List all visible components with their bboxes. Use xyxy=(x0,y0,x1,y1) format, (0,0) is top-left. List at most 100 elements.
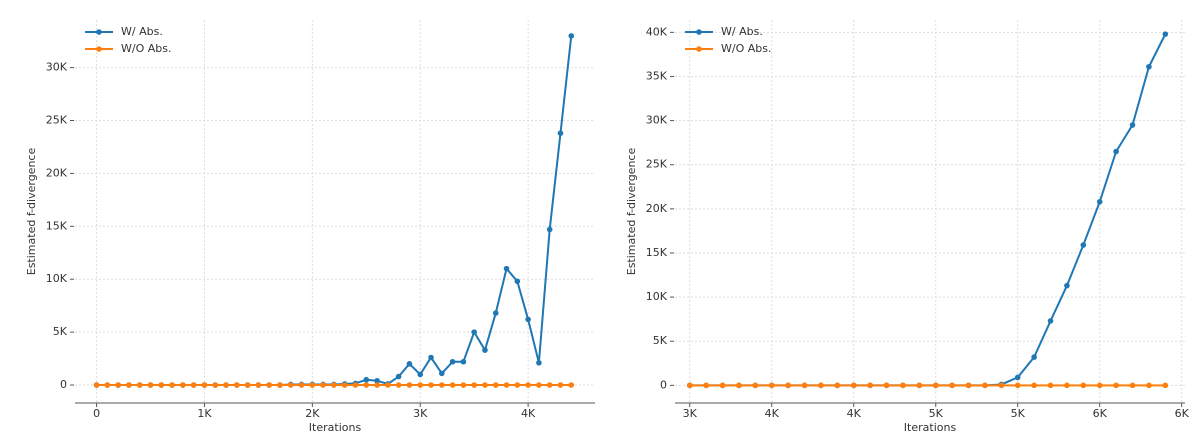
point xyxy=(568,382,575,388)
legend-label: W/ Abs. xyxy=(121,25,163,38)
y-tick-label: 0 xyxy=(60,378,67,391)
point xyxy=(482,382,488,388)
point xyxy=(1113,148,1119,155)
point xyxy=(546,382,553,388)
point xyxy=(1129,382,1136,389)
point xyxy=(331,382,337,388)
point xyxy=(439,370,445,377)
point xyxy=(428,382,434,388)
x-tick-label: 5K xyxy=(929,407,944,420)
point xyxy=(395,382,402,388)
point xyxy=(1146,63,1152,70)
legend-marker xyxy=(696,46,702,52)
point xyxy=(201,382,208,388)
point xyxy=(93,382,100,388)
point xyxy=(158,382,165,388)
point xyxy=(460,358,467,365)
point xyxy=(406,361,413,367)
y-tick-label: 30K xyxy=(46,61,68,74)
point xyxy=(1064,382,1070,389)
x-tick-label: 6K xyxy=(1175,407,1190,420)
y-tick-label: 30K xyxy=(646,114,668,127)
point xyxy=(244,382,251,388)
point xyxy=(449,358,456,365)
point xyxy=(255,382,262,388)
point xyxy=(126,382,132,388)
x-tick-label: 3K xyxy=(413,407,428,420)
x-tick-label: 3K xyxy=(683,407,698,420)
point xyxy=(982,382,988,389)
y-tick-label: 40K xyxy=(646,25,668,38)
x-tick-label: 4K xyxy=(765,407,780,420)
point xyxy=(1146,382,1152,389)
point xyxy=(818,382,824,389)
point xyxy=(568,33,575,39)
point xyxy=(965,382,972,389)
point xyxy=(385,382,391,388)
y-tick-label: 0 xyxy=(660,378,667,391)
point xyxy=(1080,382,1087,389)
x-tick-label: 0 xyxy=(93,407,100,420)
x-tick-label: 5K xyxy=(1011,407,1026,420)
point xyxy=(449,382,456,388)
point xyxy=(223,382,229,388)
point xyxy=(341,382,348,388)
point xyxy=(1129,122,1136,128)
point xyxy=(1047,318,1054,324)
point xyxy=(525,316,531,323)
point xyxy=(363,376,370,383)
y-tick-label: 20K xyxy=(646,202,668,215)
x-axis-label: Iterations xyxy=(904,421,957,434)
point xyxy=(1096,198,1103,205)
legend-marker xyxy=(696,29,702,35)
point xyxy=(768,382,775,389)
point xyxy=(492,382,499,388)
point xyxy=(492,310,499,316)
point xyxy=(363,382,370,388)
y-tick-label: 15K xyxy=(46,219,68,232)
point xyxy=(686,382,693,389)
point xyxy=(900,382,906,389)
point xyxy=(190,382,197,388)
y-tick-label: 10K xyxy=(646,290,668,303)
point xyxy=(1162,31,1169,37)
point xyxy=(212,382,219,388)
point xyxy=(417,371,424,378)
point xyxy=(169,382,175,388)
point xyxy=(1047,382,1054,389)
legend-label: W/O Abs. xyxy=(121,42,171,55)
point xyxy=(309,382,316,388)
point xyxy=(557,382,564,388)
point xyxy=(471,329,477,335)
point xyxy=(428,354,434,361)
y-tick-label: 35K xyxy=(646,69,668,82)
x-tick-label: 6K xyxy=(1093,407,1108,420)
y-tick-label: 20K xyxy=(46,166,68,179)
point xyxy=(1031,382,1037,389)
point xyxy=(266,382,272,388)
point xyxy=(1113,382,1119,389)
y-tick-label: 5K xyxy=(53,325,68,338)
point xyxy=(439,382,445,388)
chart: 0 5K 10K 15K 20K 25K 30K 35K 40K 3K 4K 4K 5K 5K 6K 6K It… xyxy=(625,20,1190,434)
point xyxy=(546,226,553,233)
point xyxy=(136,382,143,388)
y-tick-label: 10K xyxy=(46,272,68,285)
point xyxy=(557,130,564,137)
point xyxy=(703,382,709,389)
point xyxy=(503,265,510,272)
point xyxy=(1080,242,1087,248)
point xyxy=(1014,374,1021,381)
y-tick-label: 15K xyxy=(646,246,668,259)
point xyxy=(998,382,1005,389)
point xyxy=(374,377,380,384)
legend-label: W/O Abs. xyxy=(721,42,771,55)
point xyxy=(503,382,510,388)
point xyxy=(736,382,742,389)
point xyxy=(1064,282,1070,289)
point xyxy=(867,382,873,389)
point xyxy=(147,382,154,388)
x-tick-label: 1K xyxy=(197,407,212,420)
point xyxy=(801,382,808,389)
legend-label: W/ Abs. xyxy=(721,25,763,38)
